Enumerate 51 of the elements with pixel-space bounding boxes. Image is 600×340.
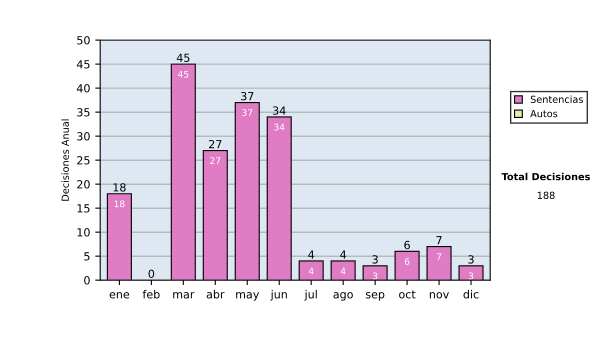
y-axis-title: Decisiones Anual	[61, 119, 69, 201]
y-tick-label: 0	[84, 276, 90, 285]
data-label: 34	[274, 124, 284, 130]
y-tick-label: 45	[76, 60, 90, 69]
x-tick-label: ago	[333, 292, 353, 301]
data-label: 45	[178, 70, 188, 78]
total-label: 6	[404, 240, 410, 250]
legend-label: Autos	[530, 110, 558, 118]
data-label: 18	[114, 200, 125, 208]
total-label: 3	[372, 255, 378, 264]
x-tick-label: jul	[304, 290, 317, 301]
data-label: 4	[340, 268, 346, 274]
total-label: 45	[176, 54, 190, 62]
y-tick-label: 20	[77, 180, 90, 189]
total-label: 0	[148, 270, 154, 278]
data-label: 27	[210, 157, 220, 164]
total-label: 4	[340, 250, 346, 259]
total-label: 7	[436, 236, 442, 244]
y-tick-label: 25	[77, 156, 90, 165]
text: 188	[538, 192, 555, 199]
data-label: 3	[372, 272, 378, 280]
y-tick-label: 35	[77, 108, 90, 117]
total-label: 27	[209, 140, 222, 148]
total-label: 18	[114, 183, 126, 192]
total-label: 37	[241, 92, 254, 100]
text: Total Decisiones	[502, 172, 590, 180]
y-tick-label: 10	[78, 228, 90, 237]
x-tick-label: ene	[110, 292, 130, 298]
data-label: 4	[308, 268, 314, 274]
data-label: 7	[436, 253, 442, 260]
x-tick-label: abr	[206, 290, 224, 298]
y-tick-label: 30	[77, 132, 90, 141]
total-label: 3	[468, 255, 474, 264]
total-label: 4	[308, 250, 314, 259]
total-label: 34	[272, 106, 286, 115]
x-tick-label: sep	[366, 292, 384, 301]
x-tick-label: nov	[430, 292, 449, 298]
data-label: 3	[468, 272, 474, 280]
x-tick-label: feb	[142, 290, 160, 298]
y-tick-label: 5	[84, 252, 90, 261]
y-tick-label: 15	[78, 204, 90, 213]
x-tick-label: may	[236, 292, 260, 301]
x-tick-label: dic	[464, 290, 478, 298]
legend-label: Sentencias	[530, 95, 583, 104]
x-tick-label: oct	[399, 290, 416, 298]
data-label: 37	[242, 109, 252, 116]
x-tick-label: jun	[270, 290, 287, 301]
y-tick-label: 40	[76, 84, 90, 93]
x-tick-label: mar	[173, 292, 194, 298]
y-tick-label: 50	[77, 36, 90, 44]
data-label: 6	[404, 258, 410, 265]
